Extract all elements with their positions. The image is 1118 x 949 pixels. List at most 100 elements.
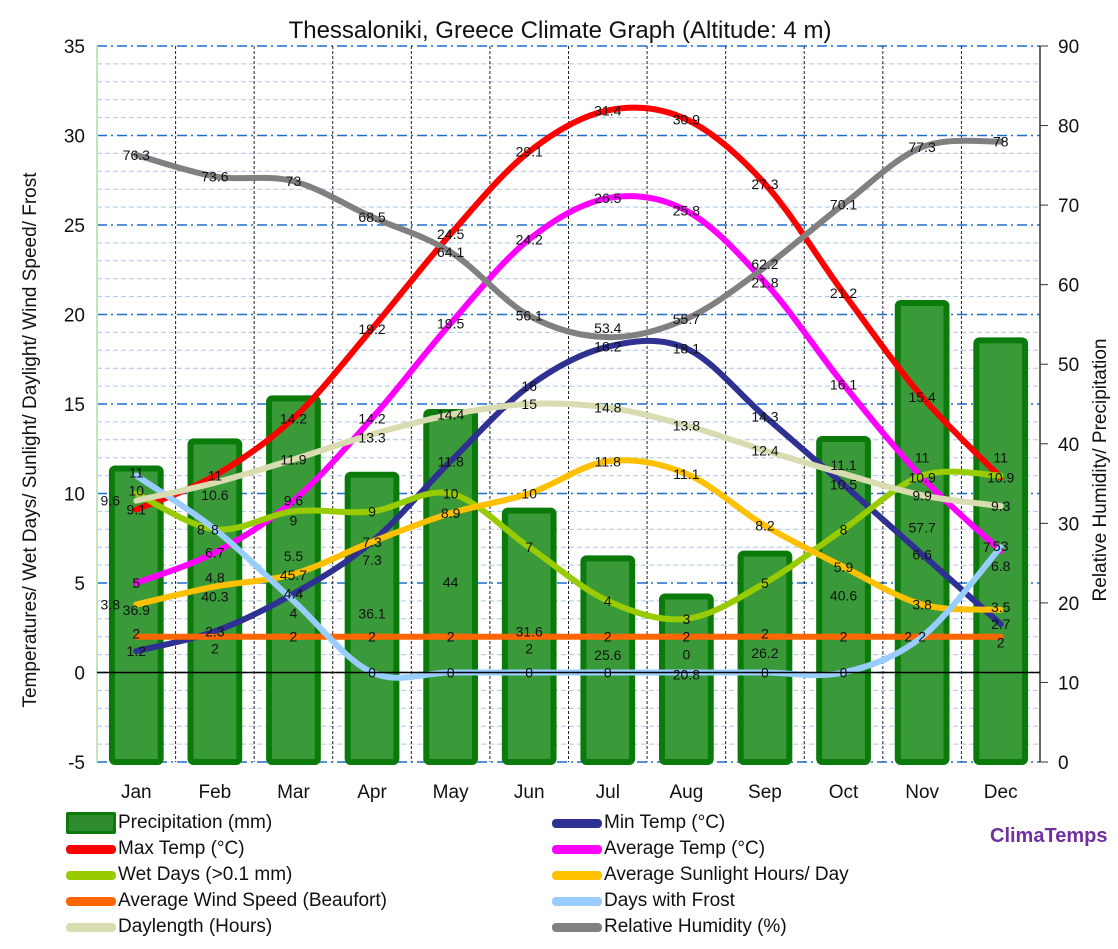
- data-label: 8: [197, 521, 205, 537]
- legend-label: Average Wind Speed (Beaufort): [118, 890, 387, 911]
- data-label: 5.9: [834, 559, 854, 575]
- legend-swatch: [552, 818, 602, 828]
- data-label: 9.9: [912, 487, 932, 503]
- legend-swatch: [66, 896, 116, 906]
- data-label: 9: [290, 512, 298, 528]
- data-label: 10.9: [987, 469, 1014, 485]
- data-label: 9: [368, 503, 376, 519]
- legend-item: Wet Days (>0.1 mm): [66, 864, 292, 886]
- data-label: 76.3: [123, 147, 150, 163]
- legend-item: Average Temp (°C): [552, 838, 765, 860]
- data-label: 2: [290, 629, 298, 645]
- data-label: 70.1: [830, 196, 857, 212]
- data-label: 9.3: [991, 498, 1011, 514]
- legend-item: Daylength (Hours): [66, 916, 272, 938]
- y2-tick-label: 30: [1058, 514, 1079, 535]
- data-label: 57.7: [909, 519, 936, 535]
- data-label: 6.7: [205, 545, 225, 561]
- data-label: 8: [840, 521, 848, 537]
- series-line: [133, 193, 1004, 586]
- data-label: 8.9: [441, 505, 461, 521]
- y-tick-label: 15: [64, 395, 85, 416]
- y-tick-label: 5: [74, 574, 85, 595]
- brand-logo: ClimaTemps: [990, 825, 1108, 847]
- y2-tick-label: 40: [1058, 435, 1079, 456]
- data-label: 29.1: [516, 144, 543, 160]
- x-tick-label: May: [433, 782, 469, 803]
- data-label: 11.8: [595, 453, 621, 469]
- data-label: 16: [521, 378, 537, 394]
- series-line: [133, 400, 1004, 510]
- x-tick-label: Sep: [748, 782, 782, 803]
- series-line: [133, 337, 1004, 655]
- data-label: 53: [993, 538, 1009, 554]
- data-label: 5.5: [284, 548, 304, 564]
- data-label: 44: [443, 574, 459, 590]
- data-label: 45.7: [280, 567, 307, 583]
- x-tick-label: Nov: [905, 782, 939, 803]
- data-label: 8.2: [755, 518, 775, 534]
- x-tick-label: Mar: [277, 782, 310, 803]
- legend-swatch: [66, 870, 116, 880]
- data-label: 2.3: [205, 623, 225, 639]
- data-label: 2: [904, 629, 912, 645]
- legend-label: Precipitation (mm): [118, 812, 273, 833]
- data-label: 14.2: [358, 410, 385, 426]
- legend-swatch: [552, 870, 602, 880]
- data-label: 2: [604, 629, 612, 645]
- y2-tick-label: 90: [1058, 37, 1079, 58]
- data-label: 7: [525, 539, 533, 555]
- legend-swatch: [552, 922, 602, 932]
- legend-swatch: [66, 812, 116, 834]
- data-label: 2: [132, 626, 140, 642]
- y-tick-label: 0: [74, 664, 85, 685]
- x-tick-label: Oct: [829, 782, 859, 803]
- data-label: 2: [918, 629, 926, 645]
- data-label: 64.1: [437, 244, 464, 260]
- data-label: 20.8: [673, 666, 700, 682]
- data-label: 10: [129, 483, 145, 499]
- data-label: 11: [993, 450, 1008, 466]
- data-label: 10.9: [909, 469, 936, 485]
- data-label: 18.1: [673, 341, 700, 357]
- y2-tick-label: 50: [1058, 355, 1079, 376]
- y-tick-label: 10: [64, 485, 85, 506]
- legend-item: Max Temp (°C): [66, 838, 245, 860]
- data-label: 4.8: [205, 570, 225, 586]
- data-label: 36.9: [123, 602, 150, 618]
- precipitation-bar: [108, 465, 164, 765]
- y-tick-label: -5: [68, 753, 85, 774]
- legend-label: Daylength (Hours): [118, 916, 273, 937]
- data-label: 3.5: [991, 599, 1011, 615]
- data-label: 30.9: [673, 111, 700, 127]
- series-line: [133, 468, 1004, 623]
- y2-tick-label: 80: [1058, 117, 1079, 138]
- data-label: 24.2: [516, 231, 543, 247]
- data-label: 77.3: [909, 139, 936, 155]
- data-label: 2: [368, 629, 376, 645]
- x-tick-label: Apr: [357, 782, 387, 803]
- series-line: [133, 457, 1004, 613]
- data-label: 21.8: [751, 274, 778, 290]
- data-label: 2: [761, 626, 769, 642]
- data-label: 10.6: [201, 487, 228, 503]
- x-tick-label: Dec: [984, 782, 1018, 803]
- data-label: 8: [211, 521, 219, 537]
- x-tick-label: Aug: [669, 782, 703, 803]
- data-label: 11.1: [673, 466, 699, 482]
- y2-tick-label: 0: [1058, 753, 1069, 774]
- y2-tick-label: 60: [1058, 276, 1079, 297]
- data-label: 19.5: [437, 315, 464, 331]
- data-label: 3: [682, 611, 690, 627]
- data-label: 4: [604, 593, 612, 609]
- data-label: 2: [525, 641, 533, 657]
- data-label: 11: [208, 468, 223, 484]
- data-label: 7.3: [362, 534, 382, 550]
- data-label: 4.4: [284, 586, 304, 602]
- y2-tick-label: 20: [1058, 594, 1079, 615]
- data-label: 2: [997, 635, 1005, 651]
- legend-label: Max Temp (°C): [118, 838, 245, 859]
- data-label: 10.5: [830, 477, 857, 493]
- legend-item: Average Wind Speed (Beaufort): [66, 890, 387, 912]
- data-label: 40.6: [830, 588, 857, 604]
